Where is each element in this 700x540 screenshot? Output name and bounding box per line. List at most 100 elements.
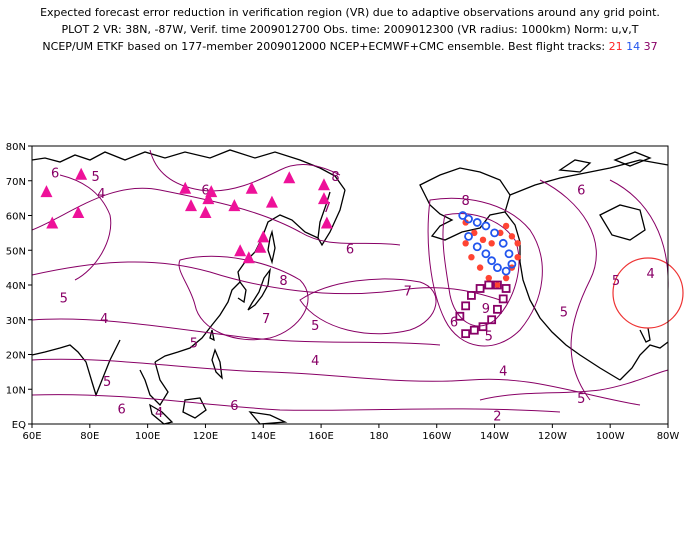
- contour-label: 7: [404, 284, 412, 299]
- coast-taiwan: [209, 329, 215, 342]
- lon-axis: 60E 80E 100E 120E 140E 160E 180 160W 140W 120W 100…: [22, 424, 679, 442]
- observation-triangle: [320, 216, 333, 229]
- contour-label: 5: [60, 291, 68, 306]
- blue-track-point: [498, 238, 508, 248]
- purple-track-point: [455, 311, 465, 321]
- blue-track-point: [481, 221, 491, 231]
- observation-triangle: [202, 192, 215, 205]
- contour-label: 5: [91, 170, 99, 185]
- purple-track-point: [484, 280, 494, 290]
- lon-tick-label: 100W: [596, 431, 625, 442]
- lon-tick-label: 100E: [135, 431, 160, 442]
- blue-track-point: [472, 218, 482, 227]
- observation-triangle: [283, 171, 296, 184]
- red-track-point: [462, 240, 469, 247]
- verification-region-circle: [612, 257, 684, 329]
- lon-tick-label: 120W: [538, 431, 567, 442]
- contour-label: 5: [103, 375, 111, 390]
- observation-triangle: [75, 167, 88, 180]
- lon-tick-label: 160E: [308, 431, 333, 442]
- red-track-point: [494, 281, 501, 289]
- contour-label: 5: [311, 319, 319, 334]
- coast-arctic-islands: [558, 151, 652, 173]
- contour-lines: [31, 149, 669, 413]
- observation-triangle: [72, 206, 85, 219]
- lat-tick-label: 10N: [6, 385, 26, 396]
- lat-tick-label: 40N: [6, 281, 26, 292]
- contour-label: 9: [482, 302, 490, 317]
- blue-track-point: [487, 256, 497, 266]
- red-track-point: [502, 222, 510, 230]
- coast-north-america-north: [509, 159, 669, 196]
- observation-triangle: [40, 185, 53, 198]
- contour-label: 7: [262, 312, 270, 327]
- red-track-point: [508, 233, 516, 240]
- coast-gulf: [619, 341, 669, 381]
- blue-track-point: [507, 259, 517, 269]
- contour-label: 5: [612, 274, 620, 289]
- lat-tick-label: EQ: [12, 420, 26, 431]
- observation-triangles: [40, 167, 333, 264]
- track-label-purple: 37: [643, 40, 658, 53]
- lon-tick-label: 140W: [480, 431, 509, 442]
- purple-track-point: [498, 294, 508, 304]
- header-line-3-text: NCEP/UM ETKF based on 177-member 2009012…: [42, 40, 606, 53]
- contour-line: [299, 278, 437, 335]
- coast-kamchatka: [317, 189, 346, 247]
- red-track-point: [488, 240, 495, 247]
- flight-tracks: [455, 211, 521, 339]
- observation-triangle: [234, 244, 247, 257]
- contour-label: 4: [311, 354, 319, 369]
- contour-label: 8: [331, 170, 339, 185]
- coast-alaska: [419, 167, 511, 241]
- observation-triangle: [317, 178, 330, 191]
- contour-line: [59, 174, 112, 281]
- coast-north-america-west: [504, 211, 621, 381]
- contour-label: 4: [647, 267, 655, 282]
- coast-japan: [247, 267, 271, 311]
- purple-track-point: [461, 301, 471, 311]
- blue-track-point: [490, 228, 499, 238]
- blue-track-point: [501, 266, 511, 276]
- coast-eurasia-north: [31, 149, 346, 191]
- observation-triangle: [205, 185, 218, 198]
- coast-china: [154, 261, 246, 363]
- coast-sumatra: [149, 403, 174, 425]
- lat-tick-label: 60N: [6, 212, 26, 223]
- lon-tick-label: 160W: [422, 431, 451, 442]
- contour-label: 4: [499, 364, 507, 379]
- contour-label: 6: [117, 403, 125, 418]
- coastlines: [31, 149, 669, 425]
- track-label-blue: 14: [626, 40, 641, 53]
- red-track-point: [476, 264, 484, 271]
- observation-triangle: [242, 251, 255, 264]
- blue-track-point: [481, 249, 491, 259]
- plot-header: Expected forecast error reduction in ver…: [0, 4, 700, 55]
- contour-line: [479, 369, 669, 401]
- map-border: [31, 145, 669, 425]
- red-track-point: [497, 229, 504, 237]
- purple-track-point: [501, 284, 511, 293]
- lat-tick-label: 70N: [6, 177, 26, 188]
- red-track-point: [514, 240, 521, 247]
- red-track-point: [462, 219, 469, 226]
- observation-triangle: [228, 199, 241, 212]
- header-line-3: NCEP/UM ETKF based on 177-member 2009012…: [0, 38, 700, 55]
- contour-line: [31, 261, 501, 301]
- lon-tick-label: 120E: [193, 431, 218, 442]
- contour-line: [31, 187, 401, 246]
- contour-label: 6: [450, 316, 458, 331]
- lat-tick-label: 30N: [6, 316, 26, 327]
- contour-label: 5: [485, 330, 493, 345]
- observation-triangle: [245, 181, 258, 194]
- observation-triangle: [317, 192, 330, 205]
- contour-label: 6: [51, 166, 59, 181]
- coast-sakhalin: [267, 229, 276, 265]
- red-track-point: [514, 254, 521, 261]
- track-label-red: 21: [608, 40, 623, 53]
- lat-tick-label: 50N: [6, 246, 26, 257]
- red-track-point: [485, 274, 492, 282]
- contour-label: 6: [201, 184, 209, 199]
